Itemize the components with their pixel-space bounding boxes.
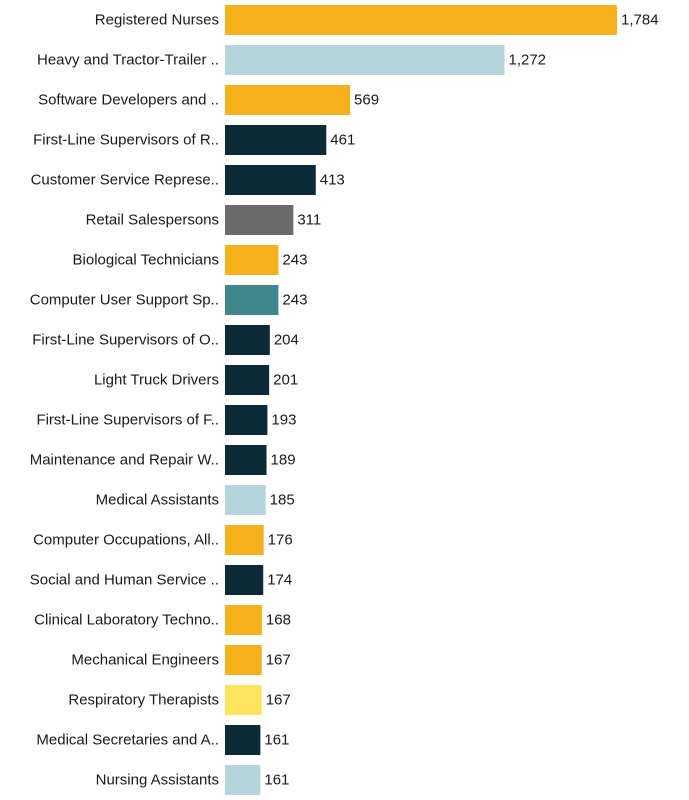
value-label-light-truck-drivers: 201 — [273, 372, 298, 389]
category-label-retail-salespersons: Retail Salespersons — [86, 212, 219, 229]
bar-customer-service-represe[interactable] — [225, 165, 316, 195]
value-label-clinical-laboratory-techno: 168 — [266, 612, 291, 629]
bar-row-medical-secretaries-and-a: Medical Secretaries and A.. 161 — [36, 725, 289, 755]
bar-row-respiratory-therapists: Respiratory Therapists 167 — [68, 685, 291, 715]
bar-biological-technicians[interactable] — [225, 245, 279, 275]
bar-row-software-developers-and: Software Developers and .. 569 — [38, 85, 379, 115]
value-label-first-line-supervisors-of-r: 461 — [330, 132, 355, 149]
value-label-first-line-supervisors-of-f: 193 — [271, 412, 296, 429]
value-label-heavy-and-tractor-trailer: 1,272 — [508, 52, 546, 69]
bar-row-light-truck-drivers: Light Truck Drivers 201 — [94, 365, 298, 395]
value-label-computer-user-support-sp: 243 — [282, 292, 307, 309]
bar-first-line-supervisors-of-o[interactable] — [225, 325, 270, 355]
category-label-first-line-supervisors-of-r: First-Line Supervisors of R.. — [33, 132, 219, 149]
category-label-computer-user-support-sp: Computer User Support Sp.. — [30, 292, 219, 309]
bar-row-first-line-supervisors-of-r: First-Line Supervisors of R.. 461 — [33, 125, 355, 155]
bar-first-line-supervisors-of-f[interactable] — [225, 405, 268, 435]
bar-software-developers-and[interactable] — [225, 85, 351, 115]
bar-computer-occupations-all[interactable] — [225, 525, 264, 555]
bars-layer: Registered Nurses 1,784 Heavy and Tractor-… — [30, 5, 659, 795]
bar-row-social-and-human-service: Social and Human Service .. 174 — [30, 565, 292, 595]
category-label-nursing-assistants: Nursing Assistants — [96, 772, 219, 789]
bar-heavy-and-tractor-trailer[interactable] — [225, 45, 505, 75]
category-label-medical-secretaries-and-a: Medical Secretaries and A.. — [36, 732, 219, 749]
value-label-software-developers-and: 569 — [354, 92, 379, 109]
bar-row-customer-service-represe: Customer Service Represe.. 413 — [31, 165, 345, 195]
value-label-nursing-assistants: 161 — [264, 772, 289, 789]
bar-row-computer-user-support-sp: Computer User Support Sp.. 243 — [30, 285, 307, 315]
bar-light-truck-drivers[interactable] — [225, 365, 270, 395]
category-label-customer-service-represe: Customer Service Represe.. — [31, 172, 219, 189]
bar-row-computer-occupations-all: Computer Occupations, All.. 176 — [33, 525, 293, 555]
category-label-mechanical-engineers: Mechanical Engineers — [71, 652, 219, 669]
value-label-social-and-human-service: 174 — [267, 572, 292, 589]
category-label-light-truck-drivers: Light Truck Drivers — [94, 372, 219, 389]
bar-respiratory-therapists[interactable] — [225, 685, 262, 715]
category-label-medical-assistants: Medical Assistants — [96, 492, 219, 509]
value-label-maintenance-and-repair-w: 189 — [271, 452, 296, 469]
bar-row-biological-technicians: Biological Technicians 243 — [73, 245, 307, 275]
value-label-respiratory-therapists: 167 — [266, 692, 291, 709]
value-label-mechanical-engineers: 167 — [266, 652, 291, 669]
bar-row-retail-salespersons: Retail Salespersons 311 — [86, 205, 321, 235]
category-label-registered-nurses: Registered Nurses — [95, 12, 219, 29]
category-label-first-line-supervisors-of-f: First-Line Supervisors of F.. — [36, 412, 219, 429]
value-label-customer-service-represe: 413 — [320, 172, 345, 189]
bar-row-medical-assistants: Medical Assistants 185 — [96, 485, 295, 515]
bar-row-first-line-supervisors-of-o: First-Line Supervisors of O.. 204 — [32, 325, 299, 355]
bar-maintenance-and-repair-w[interactable] — [225, 445, 267, 475]
bar-clinical-laboratory-techno[interactable] — [225, 605, 262, 635]
value-label-computer-occupations-all: 176 — [268, 532, 293, 549]
bar-row-mechanical-engineers: Mechanical Engineers 167 — [71, 645, 291, 675]
bar-retail-salespersons[interactable] — [225, 205, 294, 235]
bar-medical-assistants[interactable] — [225, 485, 266, 515]
value-label-registered-nurses: 1,784 — [621, 12, 659, 29]
bar-row-nursing-assistants: Nursing Assistants 161 — [96, 765, 289, 795]
value-label-first-line-supervisors-of-o: 204 — [274, 332, 299, 349]
category-label-computer-occupations-all: Computer Occupations, All.. — [33, 532, 219, 549]
category-label-social-and-human-service: Social and Human Service .. — [30, 572, 219, 589]
bar-mechanical-engineers[interactable] — [225, 645, 262, 675]
category-label-software-developers-and: Software Developers and .. — [38, 92, 219, 109]
category-label-clinical-laboratory-techno: Clinical Laboratory Techno.. — [34, 612, 219, 629]
category-label-heavy-and-tractor-trailer: Heavy and Tractor-Trailer .. — [37, 52, 219, 69]
value-label-medical-assistants: 185 — [270, 492, 295, 509]
value-label-retail-salespersons: 311 — [297, 212, 321, 229]
category-label-respiratory-therapists: Respiratory Therapists — [68, 692, 219, 709]
bar-social-and-human-service[interactable] — [225, 565, 264, 595]
bar-medical-secretaries-and-a[interactable] — [225, 725, 261, 755]
bar-registered-nurses[interactable] — [225, 5, 617, 35]
category-label-biological-technicians: Biological Technicians — [73, 252, 219, 269]
value-label-medical-secretaries-and-a: 161 — [264, 732, 289, 749]
bar-first-line-supervisors-of-r[interactable] — [225, 125, 327, 155]
bar-row-heavy-and-tractor-trailer: Heavy and Tractor-Trailer .. 1,272 — [37, 45, 546, 75]
bar-nursing-assistants[interactable] — [225, 765, 261, 795]
bar-row-first-line-supervisors-of-f: First-Line Supervisors of F.. 193 — [36, 405, 296, 435]
bar-computer-user-support-sp[interactable] — [225, 285, 279, 315]
bar-row-maintenance-and-repair-w: Maintenance and Repair W.. 189 — [30, 445, 296, 475]
bar-row-registered-nurses: Registered Nurses 1,784 — [95, 5, 659, 35]
category-label-first-line-supervisors-of-o: First-Line Supervisors of O.. — [32, 332, 219, 349]
value-label-biological-technicians: 243 — [282, 252, 307, 269]
category-label-maintenance-and-repair-w: Maintenance and Repair W.. — [30, 452, 219, 469]
bar-row-clinical-laboratory-techno: Clinical Laboratory Techno.. 168 — [34, 605, 291, 635]
